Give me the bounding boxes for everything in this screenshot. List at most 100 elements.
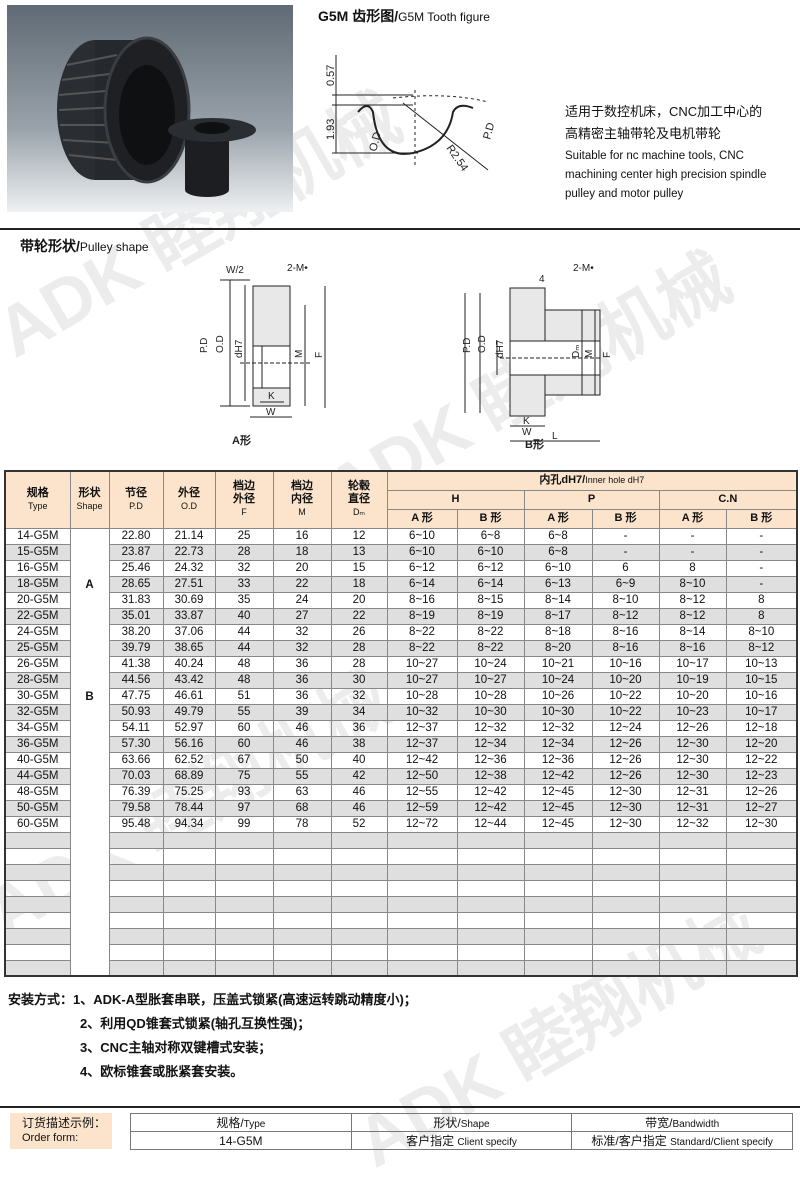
cell-p-b: 10~22 <box>591 703 660 721</box>
table-row: 40-G5M 63.66 62.52 67 50 40 12~42 12~36 12~36 12~… <box>4 751 798 769</box>
cell-pd: 22.80 <box>108 527 164 545</box>
cell-h-b: 6~10 <box>456 543 525 561</box>
cell-f <box>214 847 274 865</box>
cell-h-a <box>386 895 458 913</box>
cell-p-b: - <box>591 527 660 545</box>
description-en-2: machining center high precision spindle <box>565 169 767 181</box>
cell-h-b <box>456 911 525 929</box>
cell-h-a: 12~55 <box>386 783 458 801</box>
cell-p-b: 8~16 <box>591 623 660 641</box>
cell-cn-b: 12~26 <box>725 783 798 801</box>
cell-cn-b <box>725 943 798 961</box>
label-pd: P.D <box>462 338 473 353</box>
cell-type: 18-G5M <box>4 575 71 593</box>
caption-b: B形 <box>525 438 544 451</box>
label-screw: 2-M• <box>573 263 594 274</box>
label-w: W <box>522 427 532 438</box>
installation-item-2: 2、利用QD锥套式锁紧(轴孔互换性强)； <box>80 1016 311 1031</box>
order-value-type: 14-G5M <box>130 1131 352 1150</box>
cell-pd <box>108 959 164 977</box>
label-d: dH7 <box>234 339 245 358</box>
cell-cn-a: 12~30 <box>658 751 727 769</box>
cell-pd: 25.46 <box>108 559 164 577</box>
description-cn-1: 适用于数控机床，CNC加工中心的 <box>565 104 763 119</box>
cell-type <box>4 895 71 913</box>
cell-cn-a: 8 <box>658 559 727 577</box>
cell-cn-a <box>658 927 727 945</box>
cell-type: 60-G5M <box>4 815 71 833</box>
cell-h-b: 10~30 <box>456 703 525 721</box>
table-row: 50-G5M 79.58 78.44 97 68 46 12~59 12~42 12~45 12~… <box>4 799 798 817</box>
header-sub-h-a: A 形 <box>386 508 458 529</box>
cell-cn-a: 12~31 <box>658 799 727 817</box>
cell-cn-b: 12~18 <box>725 719 798 737</box>
cell-cn-a: 10~20 <box>658 687 727 705</box>
cell-cn-a <box>658 911 727 929</box>
cell-dm: 22 <box>330 607 388 625</box>
cell-p-b <box>591 895 660 913</box>
cell-p-a: 12~32 <box>523 719 593 737</box>
cell-type <box>4 879 71 897</box>
cell-h-b: 10~28 <box>456 687 525 705</box>
cell-f: 33 <box>214 575 274 593</box>
cell-pd <box>108 831 164 849</box>
label-w2: W/2 <box>226 265 244 276</box>
cell-cn-a <box>658 879 727 897</box>
cell-p-b <box>591 943 660 961</box>
cell-p-a: 8~20 <box>523 639 593 657</box>
cell-h-b: 8~22 <box>456 639 525 657</box>
cell-cn-b: 8 <box>725 607 798 625</box>
cell-f: 44 <box>214 623 274 641</box>
cell-m: 27 <box>272 607 332 625</box>
cell-f: 51 <box>214 687 274 705</box>
cell-m: 24 <box>272 591 332 609</box>
cell-type: 25-G5M <box>4 639 71 657</box>
cell-f: 93 <box>214 783 274 801</box>
cell-h-a <box>386 943 458 961</box>
cell-m <box>272 831 332 849</box>
header-m: 档边 内径 M <box>272 470 332 529</box>
header-f: 档边 外径 F <box>214 470 274 529</box>
order-header-shape: 形状/Shape <box>350 1113 573 1132</box>
cell-f <box>214 911 274 929</box>
cell-od: 37.06 <box>162 623 216 641</box>
cell-cn-b: - <box>725 575 798 593</box>
cell-od <box>162 959 216 977</box>
cell-h-a: 12~37 <box>386 719 458 737</box>
cell-h-b <box>456 943 525 961</box>
cell-f <box>214 959 274 977</box>
header-shape: 形状 Shape <box>69 470 110 529</box>
cell-pd <box>108 911 164 929</box>
cell-dm <box>330 879 388 897</box>
cell-h-a: 12~50 <box>386 767 458 785</box>
cell-p-a: 6~13 <box>523 575 593 593</box>
cell-p-a: 8~14 <box>523 591 593 609</box>
cell-p-a <box>523 879 593 897</box>
cell-od: 94.34 <box>162 815 216 833</box>
cell-od: 40.24 <box>162 655 216 673</box>
cell-h-b: 12~42 <box>456 799 525 817</box>
cell-od: 78.44 <box>162 799 216 817</box>
cell-p-b: 12~26 <box>591 735 660 753</box>
cell-p-b: 12~30 <box>591 815 660 833</box>
cell-f: 55 <box>214 703 274 721</box>
cell-od: 33.87 <box>162 607 216 625</box>
cell-h-b: 12~32 <box>456 719 525 737</box>
cell-od: 43.42 <box>162 671 216 689</box>
divider <box>0 1106 800 1108</box>
cell-p-b: 12~26 <box>591 767 660 785</box>
empty-row <box>4 847 798 865</box>
cell-cn-a: 8~10 <box>658 575 727 593</box>
cell-f: 48 <box>214 671 274 689</box>
cell-type: 32-G5M <box>4 703 71 721</box>
cell-f: 28 <box>214 543 274 561</box>
cell-type: 40-G5M <box>4 751 71 769</box>
cell-type: 20-G5M <box>4 591 71 609</box>
cell-h-a <box>386 831 458 849</box>
cell-pd: 57.30 <box>108 735 164 753</box>
cell-m: 36 <box>272 687 332 705</box>
cell-h-a <box>386 847 458 865</box>
installation-item-4: 4、欧标锥套或胀紧套安装。 <box>80 1064 244 1079</box>
cell-p-a: 12~42 <box>523 767 593 785</box>
cell-h-b: 6~14 <box>456 575 525 593</box>
